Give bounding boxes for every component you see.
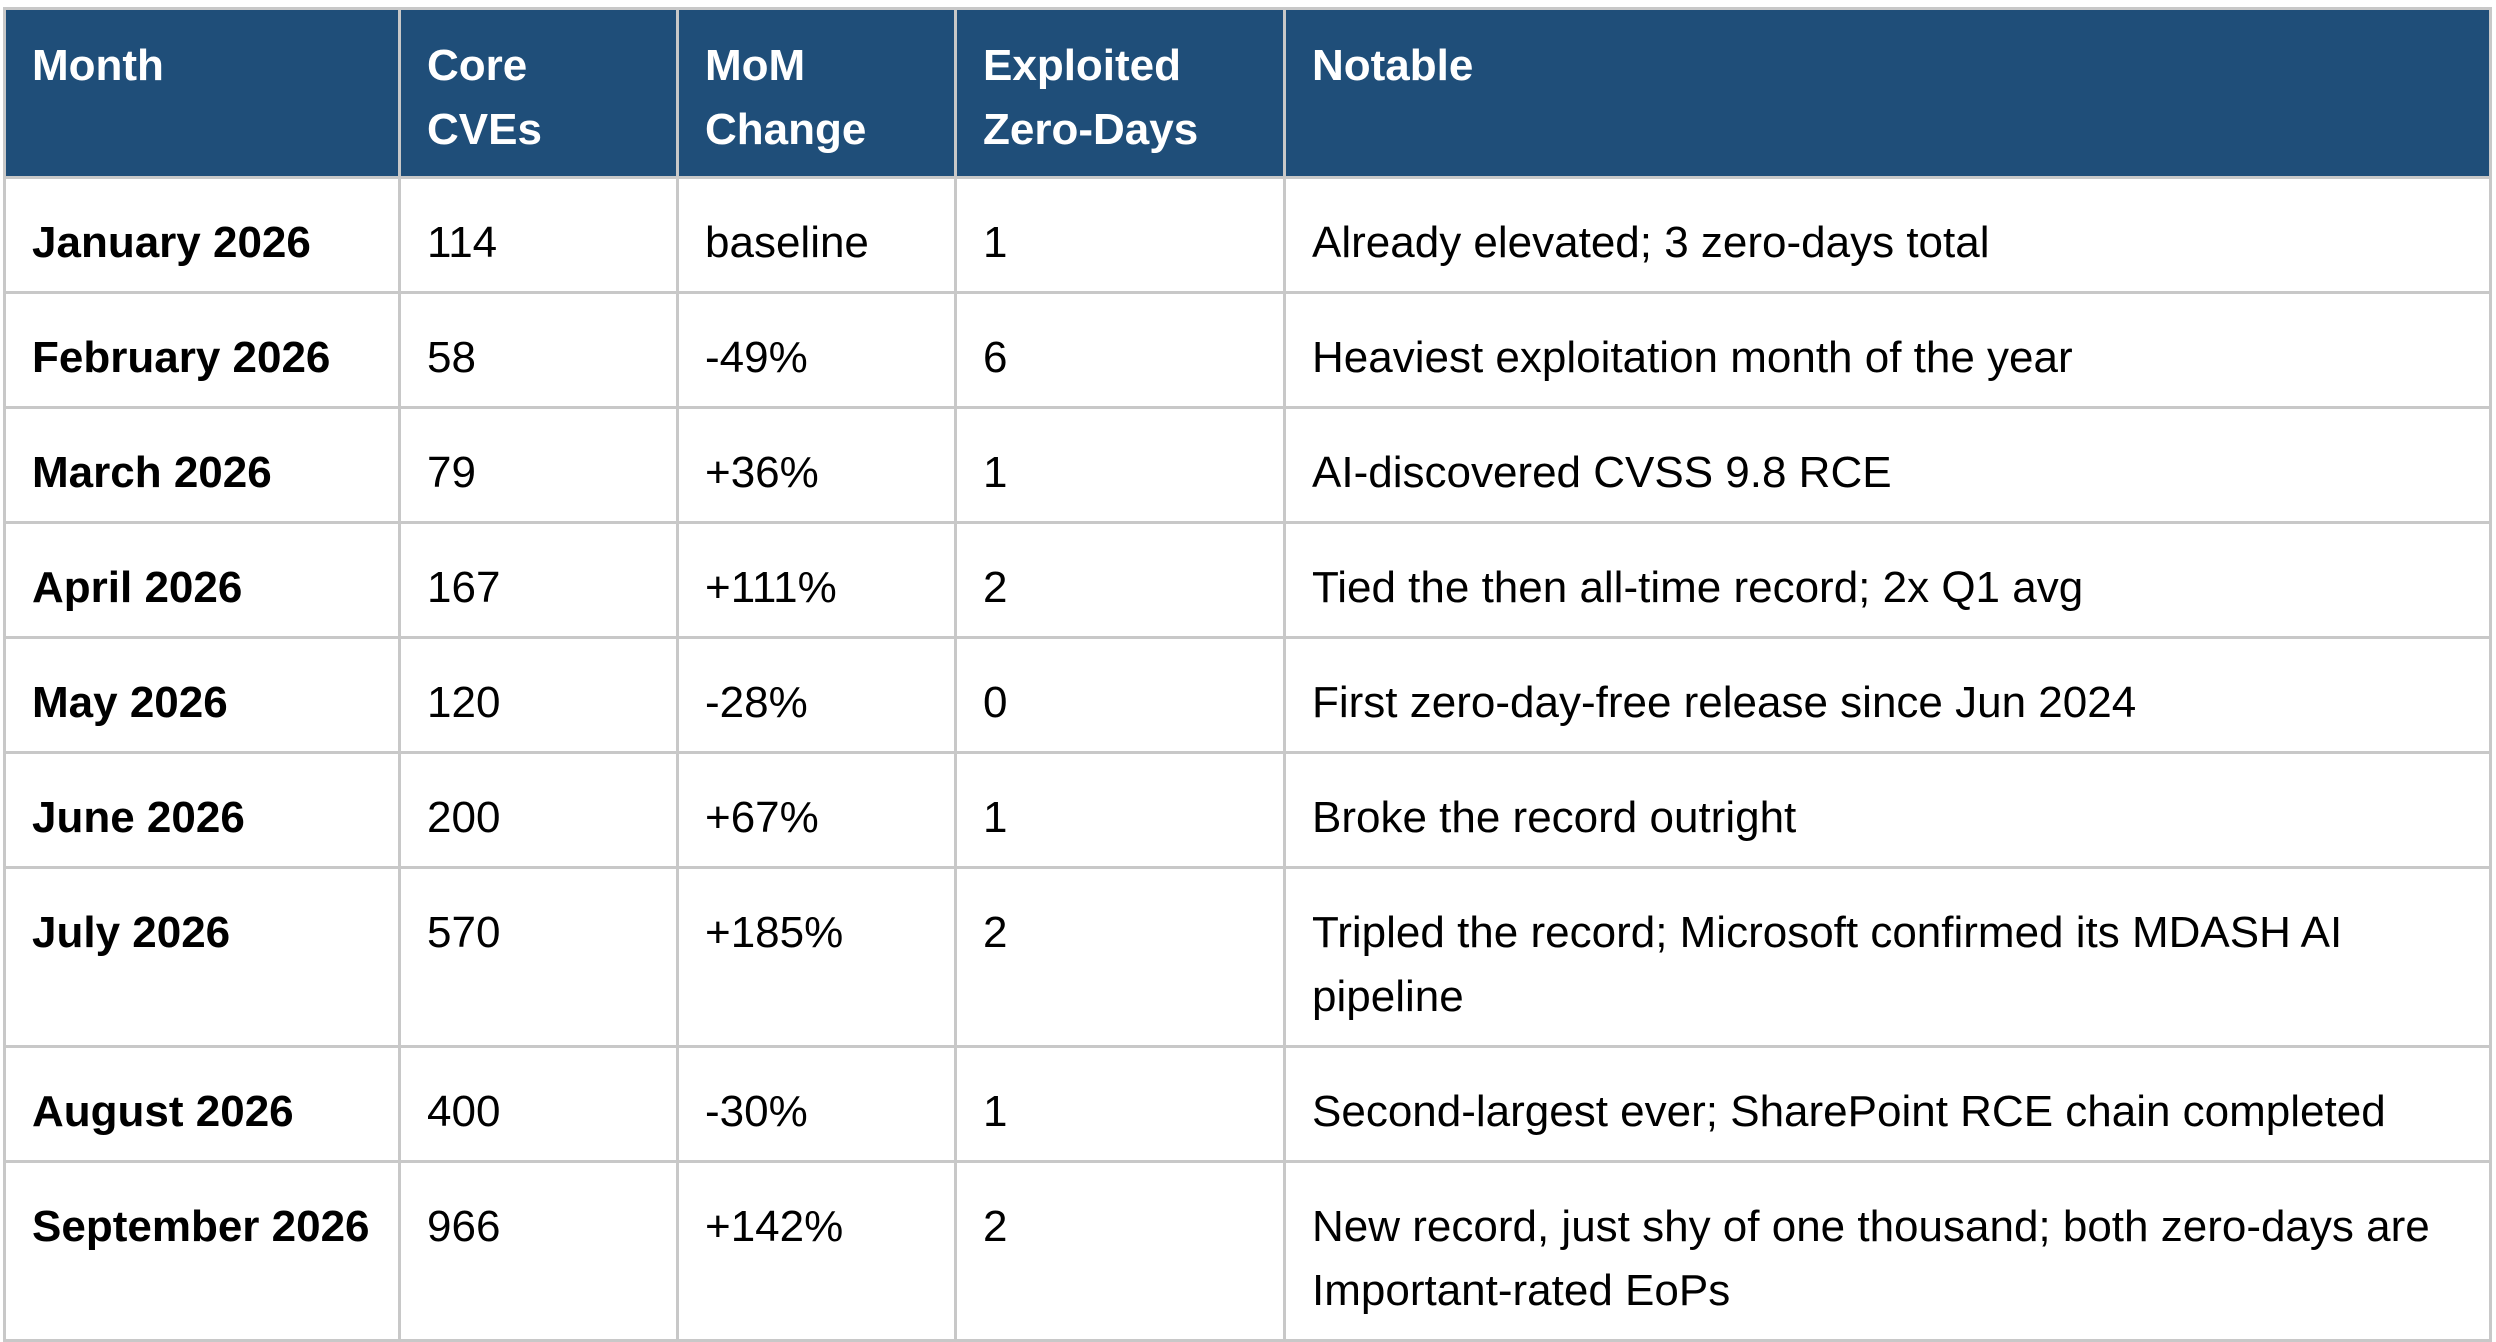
cve-monthly-table: Month Core CVEs MoM Change Exploited Zer… bbox=[3, 7, 2492, 1342]
table-row: September 2026 966 +142% 2 New record, j… bbox=[3, 1160, 2492, 1342]
table-row: June 2026 200 +67% 1 Broke the record ou… bbox=[3, 751, 2492, 869]
cell-core-cves: 120 bbox=[398, 636, 679, 754]
cell-zero-days: 2 bbox=[954, 866, 1286, 1048]
cell-notable: Tripled the record; Microsoft confirmed … bbox=[1283, 866, 2492, 1048]
table-body: January 2026 114 baseline 1 Already elev… bbox=[3, 176, 2492, 1342]
cell-zero-days: 2 bbox=[954, 1160, 1286, 1342]
cell-month: January 2026 bbox=[3, 176, 401, 294]
cell-month: September 2026 bbox=[3, 1160, 401, 1342]
cell-mom-change: +36% bbox=[676, 406, 957, 524]
cell-month: August 2026 bbox=[3, 1045, 401, 1163]
cell-core-cves: 167 bbox=[398, 521, 679, 639]
table-row: January 2026 114 baseline 1 Already elev… bbox=[3, 176, 2492, 294]
cell-zero-days: 1 bbox=[954, 406, 1286, 524]
table-row: March 2026 79 +36% 1 AI-discovered CVSS … bbox=[3, 406, 2492, 524]
cell-zero-days: 0 bbox=[954, 636, 1286, 754]
cell-zero-days: 2 bbox=[954, 521, 1286, 639]
cell-month: March 2026 bbox=[3, 406, 401, 524]
header-month: Month bbox=[3, 7, 401, 179]
cell-mom-change: +185% bbox=[676, 866, 957, 1048]
cell-notable: Already elevated; 3 zero-days total bbox=[1283, 176, 2492, 294]
cell-core-cves: 58 bbox=[398, 291, 679, 409]
cell-mom-change: +111% bbox=[676, 521, 957, 639]
cell-zero-days: 1 bbox=[954, 751, 1286, 869]
table-row: May 2026 120 -28% 0 First zero-day-free … bbox=[3, 636, 2492, 754]
cell-notable: Tied the then all-time record; 2x Q1 avg bbox=[1283, 521, 2492, 639]
cell-month: May 2026 bbox=[3, 636, 401, 754]
table-row: February 2026 58 -49% 6 Heaviest exploit… bbox=[3, 291, 2492, 409]
cell-month: April 2026 bbox=[3, 521, 401, 639]
header-notable: Notable bbox=[1283, 7, 2492, 179]
cell-zero-days: 1 bbox=[954, 1045, 1286, 1163]
cell-mom-change: baseline bbox=[676, 176, 957, 294]
cell-core-cves: 400 bbox=[398, 1045, 679, 1163]
cell-month: February 2026 bbox=[3, 291, 401, 409]
cell-notable: New record, just shy of one thousand; bo… bbox=[1283, 1160, 2492, 1342]
cell-core-cves: 114 bbox=[398, 176, 679, 294]
cell-notable: First zero-day-free release since Jun 20… bbox=[1283, 636, 2492, 754]
cell-mom-change: -49% bbox=[676, 291, 957, 409]
cell-notable: Broke the record outright bbox=[1283, 751, 2492, 869]
header-mom-change: MoM Change bbox=[676, 7, 957, 179]
cell-zero-days: 1 bbox=[954, 176, 1286, 294]
cell-month: July 2026 bbox=[3, 866, 401, 1048]
cve-table-container: Month Core CVEs MoM Change Exploited Zer… bbox=[3, 7, 2492, 1342]
cell-core-cves: 79 bbox=[398, 406, 679, 524]
cell-mom-change: +67% bbox=[676, 751, 957, 869]
cell-notable: Heaviest exploitation month of the year bbox=[1283, 291, 2492, 409]
cell-core-cves: 200 bbox=[398, 751, 679, 869]
table-row: August 2026 400 -30% 1 Second-largest ev… bbox=[3, 1045, 2492, 1163]
table-row: April 2026 167 +111% 2 Tied the then all… bbox=[3, 521, 2492, 639]
cell-zero-days: 6 bbox=[954, 291, 1286, 409]
cell-core-cves: 570 bbox=[398, 866, 679, 1048]
cell-mom-change: +142% bbox=[676, 1160, 957, 1342]
cell-notable: AI-discovered CVSS 9.8 RCE bbox=[1283, 406, 2492, 524]
table-row: July 2026 570 +185% 2 Tripled the record… bbox=[3, 866, 2492, 1048]
cell-core-cves: 966 bbox=[398, 1160, 679, 1342]
header-core-cves: Core CVEs bbox=[398, 7, 679, 179]
header-row: Month Core CVEs MoM Change Exploited Zer… bbox=[3, 7, 2492, 179]
cell-notable: Second-largest ever; SharePoint RCE chai… bbox=[1283, 1045, 2492, 1163]
header-exploited-zero-days: Exploited Zero-Days bbox=[954, 7, 1286, 179]
cell-mom-change: -28% bbox=[676, 636, 957, 754]
cell-mom-change: -30% bbox=[676, 1045, 957, 1163]
table-header: Month Core CVEs MoM Change Exploited Zer… bbox=[3, 7, 2492, 179]
cell-month: June 2026 bbox=[3, 751, 401, 869]
